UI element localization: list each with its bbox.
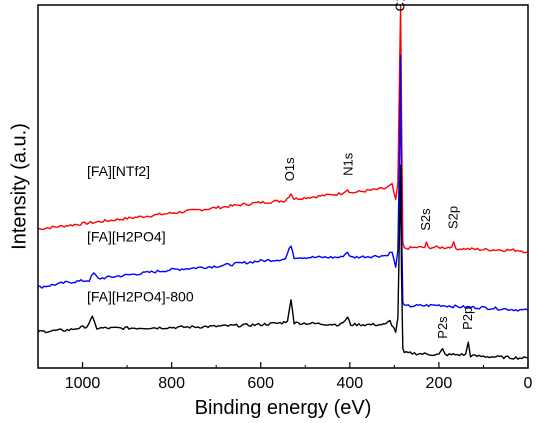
x-tick-label: 400 — [336, 375, 363, 392]
x-tick-label: 0 — [524, 375, 533, 392]
y-axis-title: Intensity (a.u.) — [8, 123, 30, 250]
series-label: [FA][H2PO4]-800 — [87, 289, 194, 305]
x-tick-label: 200 — [426, 375, 453, 392]
x-tick-label: 1000 — [65, 375, 101, 392]
peak-label: C1s — [392, 0, 407, 11]
series-label: [FA][H2PO4] — [87, 228, 166, 244]
x-axis-title: Binding energy (eV) — [195, 397, 372, 419]
peak-label: P2p — [460, 307, 475, 330]
peak-label: S2s — [418, 208, 433, 231]
x-tick-label: 600 — [247, 375, 274, 392]
series-label: [FA][NTf2] — [87, 163, 150, 179]
plot-area — [37, 5, 529, 360]
x-tick-label: 800 — [158, 375, 185, 392]
peak-label: N1s — [340, 152, 355, 176]
series-line-1 — [37, 54, 529, 312]
series-line-2 — [37, 164, 529, 360]
annotations: C1s O1s N1s S2s S2p P2s P2p [FA][NTf2] [FA][H2PO… — [87, 0, 475, 339]
plot-frame — [37, 4, 529, 369]
series-line-0 — [37, 5, 529, 254]
peak-label: S2p — [445, 206, 460, 229]
x-axis: 1000 800 600 400 200 0 — [65, 362, 533, 392]
peak-label: O1s — [282, 157, 297, 181]
peak-label: P2s — [435, 316, 450, 339]
